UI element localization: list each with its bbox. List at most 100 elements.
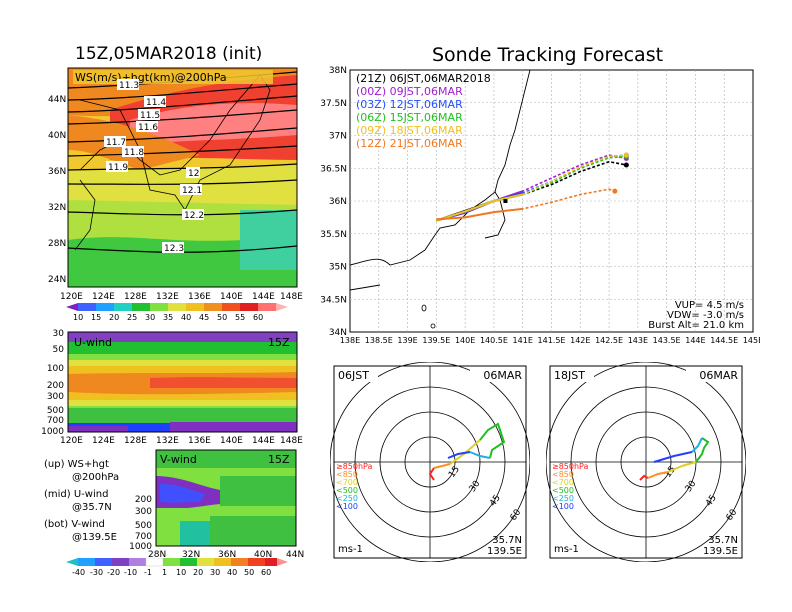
- lat-tick: 34.5N: [320, 295, 347, 305]
- level-key: <700: [552, 478, 574, 487]
- burst-marker: [503, 199, 508, 203]
- lon-tick: 140.5E: [480, 336, 508, 345]
- track-endpoint: [623, 152, 629, 158]
- hodo-date: 06MAR: [483, 369, 522, 382]
- track-endpoint: [612, 188, 618, 194]
- note-b: @35.7N: [72, 502, 112, 513]
- level-key: <250: [552, 494, 574, 503]
- level-key: <700: [336, 478, 358, 487]
- note-b: @200hPa: [72, 472, 120, 483]
- colorbar-tick: 25: [127, 313, 137, 322]
- contour-label: 11.3: [119, 81, 139, 91]
- legend-entry: (00Z) 09JST,06MAR: [356, 85, 463, 98]
- v-wind-section: V-wind 15Z 200 300 500 700 1000 28N 32N …: [129, 449, 304, 558]
- contour-label: 11.5: [140, 111, 160, 121]
- contour-label: 12.3: [164, 244, 184, 254]
- lon-tick: 120E: [60, 436, 83, 446]
- contour-label: 12.2: [184, 211, 204, 221]
- colorbar-tick: 20: [193, 568, 203, 577]
- contour-label: 12.1: [182, 186, 202, 196]
- lat-tick: 44N: [48, 95, 66, 105]
- lon-tick: 142.5E: [595, 336, 623, 345]
- lon-tick: 139.5E: [422, 336, 450, 345]
- u-wind-section: U-wind 15Z 30 50 100 200 300 500 700 100…: [41, 329, 303, 446]
- lon-tick: 144.5E: [710, 336, 738, 345]
- param-vdw: VDW= -3.0 m/s: [667, 310, 744, 321]
- param-vup: VUP= 4.5 m/s: [675, 300, 744, 311]
- legend-entry: (03Z) 12JST,06MAR: [356, 98, 463, 111]
- hodo-unit: ms-1: [338, 544, 363, 555]
- lon-tick: 148E: [280, 436, 303, 446]
- panel-notes: (up) WS+hgt @200hPa (mid) U-wind @35.7N …: [44, 458, 119, 544]
- lat-tick: 32N: [48, 203, 66, 213]
- lat-tick: 24N: [48, 275, 66, 285]
- lon-tick: 141E: [513, 336, 533, 345]
- colorbar-tick: 30: [145, 313, 155, 322]
- contour-label: 11.8: [124, 148, 144, 158]
- hodo-lat: 35.7N: [492, 535, 522, 546]
- lat-tick: 36N: [218, 550, 236, 558]
- track-series-ascent: [436, 207, 523, 221]
- lon-tick: 128E: [124, 436, 147, 446]
- map-field-label: WS(m/s)+hgt(km)@200hPa: [75, 71, 227, 84]
- v-wind-time: 15Z: [268, 453, 290, 466]
- note-a: (mid) U-wind: [44, 489, 109, 500]
- colorbar-tick: 60: [253, 313, 263, 322]
- colorbar-tick: -30: [90, 568, 103, 577]
- level-key: <850: [336, 470, 358, 479]
- pressure-tick: 1000: [129, 542, 152, 552]
- pressure-tick: 700: [135, 532, 152, 542]
- level-key: <100: [552, 502, 574, 511]
- lon-tick: 124E: [92, 436, 115, 446]
- wind-speed-map: 44N 40N 36N 32N 28N 24N 120E 124E 128E 1…: [48, 67, 303, 302]
- lat-tick: 35.5N: [320, 230, 347, 240]
- lat-tick: 28N: [148, 550, 166, 558]
- legend-entry: (06Z) 15JST,06MAR: [356, 111, 463, 124]
- colorbar-tick: -40: [72, 568, 85, 577]
- pressure-tick: 50: [53, 345, 65, 355]
- track-map: 38N 37.5N 37N 36.5N 36N 35.5N 35N 34.5N 34N 138E…: [320, 66, 760, 345]
- lon-tick: 132E: [156, 436, 179, 446]
- hodo-date: 06MAR: [699, 369, 738, 382]
- lon-tick: 142E: [570, 336, 590, 345]
- note-a: (bot) V-wind: [44, 519, 105, 530]
- hodograph-06jst: 15 30 45 60 06JST 06MAR ≥850hPa <850 <70…: [330, 362, 530, 562]
- colorbar-tick: 20: [109, 313, 119, 322]
- lon-tick: 143.5E: [653, 336, 681, 345]
- colorbar-tick: 60: [261, 568, 271, 577]
- v-colorbar: -40 -30 -20 -10 -1 1 10 20 30 40 50 60: [66, 558, 288, 577]
- colorbar-tick: -1: [144, 568, 152, 577]
- level-key: ≥850hPa: [336, 462, 373, 471]
- lat-tick: 34N: [329, 328, 347, 338]
- pressure-tick: 1000: [41, 427, 64, 437]
- colorbar-tick: 10: [73, 313, 83, 322]
- hodo-time: 06JST: [338, 369, 369, 382]
- lon-tick: 145E: [743, 336, 760, 345]
- lon-tick: 132E: [156, 292, 179, 302]
- colorbar-tick: 50: [244, 568, 254, 577]
- lat-tick: 36N: [329, 197, 347, 207]
- lon-tick: 120E: [60, 292, 83, 302]
- hodo-lon: 139.5E: [487, 546, 522, 557]
- pressure-tick: 500: [135, 521, 152, 531]
- lon-tick: 148E: [280, 292, 303, 302]
- colorbar-tick: 55: [235, 313, 245, 322]
- note-a: (up) WS+hgt: [44, 459, 109, 470]
- colorbar-tick: 1: [162, 568, 167, 577]
- lon-tick: 124E: [92, 292, 115, 302]
- pressure-tick: 100: [47, 364, 64, 374]
- lat-tick: 32N: [182, 550, 200, 558]
- track-series-line: [436, 188, 616, 221]
- level-key: <250: [336, 494, 358, 503]
- level-key: <100: [336, 502, 358, 511]
- colorbar-tick: -10: [124, 568, 137, 577]
- legend-entry: (09Z) 18JST,06MAR: [356, 124, 463, 137]
- param-burst: Burst Alt= 21.0 km: [648, 320, 744, 331]
- lon-tick: 128E: [124, 292, 147, 302]
- pressure-tick: 300: [135, 507, 152, 517]
- contour-label: 11.7: [106, 138, 126, 148]
- colorbar-tick: -20: [107, 568, 120, 577]
- lon-tick: 143E: [628, 336, 648, 345]
- init-title: 15Z,05MAR2018 (init): [75, 44, 263, 64]
- pressure-tick: 30: [53, 329, 65, 339]
